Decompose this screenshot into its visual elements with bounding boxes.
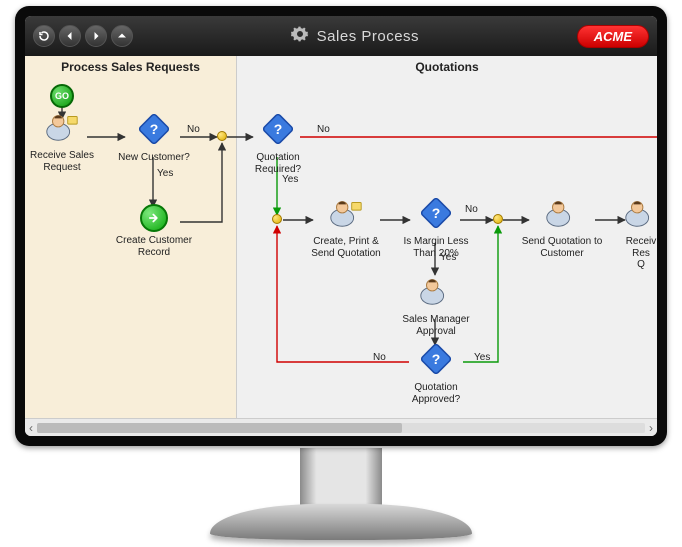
gear-icon [291,25,309,47]
scroll-left-icon[interactable]: ‹ [29,421,33,435]
node-label: Create Customer Record [113,235,195,258]
actor-icon [622,196,657,233]
node-send-quotation-to-customer[interactable]: Send Quotation to Customer [521,196,603,259]
nav-up-button[interactable] [111,25,133,47]
decision-icon: ? [421,344,451,379]
node-quotation-approved[interactable]: ? Quotation Approved? [395,344,477,405]
edge-label-yes: Yes [440,252,456,263]
node-label: Is Margin Less Than 20% [395,236,477,259]
monitor-bezel: Sales Process ACME Process Sales Request… [15,6,667,446]
node-label: Send Quotation to Customer [521,236,603,259]
node-sales-manager-approval[interactable]: Sales Manager Approval [395,274,477,337]
decision-icon: ? [139,114,169,149]
nav-refresh-button[interactable] [33,25,55,47]
junction [272,214,282,224]
nav-forward-button[interactable] [85,25,107,47]
node-label: Sales Manager Approval [395,314,477,337]
actor-icon [543,196,581,233]
edge-label-no: No [187,124,200,135]
scroll-thumb[interactable] [37,423,402,433]
edge-label-yes: Yes [157,168,173,179]
go-icon: GO [50,84,74,108]
lane-title-right: Quotations [237,60,657,74]
node-label: Receive Sales Request [25,150,103,173]
edge-label-no: No [373,352,386,363]
edge-label-yes: Yes [282,174,298,185]
edge-label-no: No [317,124,330,135]
svg-text:?: ? [432,205,441,221]
app-title: Sales Process [317,28,419,45]
node-create-print-send-quotation[interactable]: Create, Print & Send Quotation [305,196,387,259]
svg-text:?: ? [432,351,441,367]
node-label: Quotation Approved? [395,382,477,405]
edge-label-no: No [465,204,478,215]
node-new-customer[interactable]: ? New Customer? [113,114,195,164]
decision-icon: ? [421,198,451,233]
svg-text:?: ? [274,121,283,137]
node-label: Quotation Required? [237,152,319,175]
actor-icon [327,196,365,233]
brand-badge: ACME [577,25,649,48]
horizontal-scrollbar[interactable]: ‹ › [25,418,657,436]
junction [493,214,503,224]
actor-icon [43,110,81,147]
screen: Sales Process ACME Process Sales Request… [25,16,657,436]
monitor-stand-neck [300,448,382,506]
process-canvas: Process Sales Requests Quotations [25,56,657,418]
scroll-right-icon[interactable]: › [649,421,653,435]
lane-title-left: Process Sales Requests [25,60,236,74]
svg-text:?: ? [150,121,159,137]
decision-icon: ? [263,114,293,149]
actor-icon [417,274,455,311]
scroll-track[interactable] [37,423,645,433]
edge-label-yes: Yes [474,352,490,363]
node-label: ReceivResQ [626,236,657,271]
node-quotation-required[interactable]: ? Quotation Required? [237,114,319,175]
junction [217,131,227,141]
node-receive-response-partial[interactable]: ReceivResQ [619,196,657,271]
node-create-customer-record[interactable]: Create Customer Record [113,204,195,258]
node-receive-sales-request[interactable]: GO Receive Sales Request [25,84,103,173]
nav-back-button[interactable] [59,25,81,47]
monitor-stand-base [210,504,472,540]
node-label: Create, Print & Send Quotation [305,236,387,259]
node-label: New Customer? [118,152,190,164]
app-toolbar: Sales Process ACME [25,16,657,56]
action-arrow-icon [140,204,168,232]
